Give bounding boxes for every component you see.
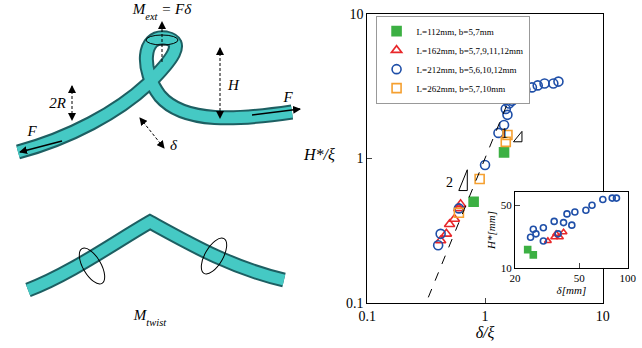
svg-text:0.1: 0.1 (346, 296, 364, 311)
svg-text:2R: 2R (49, 95, 66, 111)
svg-text:2: 2 (446, 175, 453, 190)
svg-text:L=262mm, b=5,7,10mm: L=262mm, b=5,7,10mm (417, 84, 506, 94)
svg-text:F: F (282, 89, 293, 105)
svg-text:H*[mm]: H*[mm] (485, 211, 497, 250)
svg-text:1: 1 (501, 126, 508, 141)
svg-text:50: 50 (574, 272, 586, 284)
svg-text:δ[mm]: δ[mm] (557, 284, 587, 296)
svg-text:Mtwist: Mtwist (133, 307, 167, 328)
svg-text:10: 10 (501, 262, 513, 274)
svg-text:20: 20 (509, 272, 521, 284)
svg-text:10: 10 (349, 7, 363, 22)
svg-text:1: 1 (482, 309, 489, 324)
svg-text:0.1: 0.1 (358, 309, 376, 324)
svg-text:1: 1 (356, 151, 363, 166)
svg-text:100: 100 (620, 272, 637, 284)
svg-text:H*/ξ: H*/ξ (303, 146, 335, 163)
svg-text:50: 50 (501, 199, 513, 211)
svg-text:δ/ξ: δ/ξ (476, 324, 495, 341)
svg-text:L=212mm, b=5,6,10,12mm: L=212mm, b=5,6,10,12mm (417, 65, 517, 75)
svg-text:L=112mm, b=5,7mm: L=112mm, b=5,7mm (417, 27, 494, 37)
svg-text:H: H (227, 77, 240, 93)
svg-text:10: 10 (596, 309, 610, 324)
svg-text:δ: δ (170, 137, 178, 153)
svg-text:F: F (26, 123, 37, 139)
svg-text:L=162mm, b=5,7,9,11,12mm: L=162mm, b=5,7,9,11,12mm (417, 46, 523, 56)
svg-text:Mext = Fδ: Mext = Fδ (132, 1, 193, 22)
